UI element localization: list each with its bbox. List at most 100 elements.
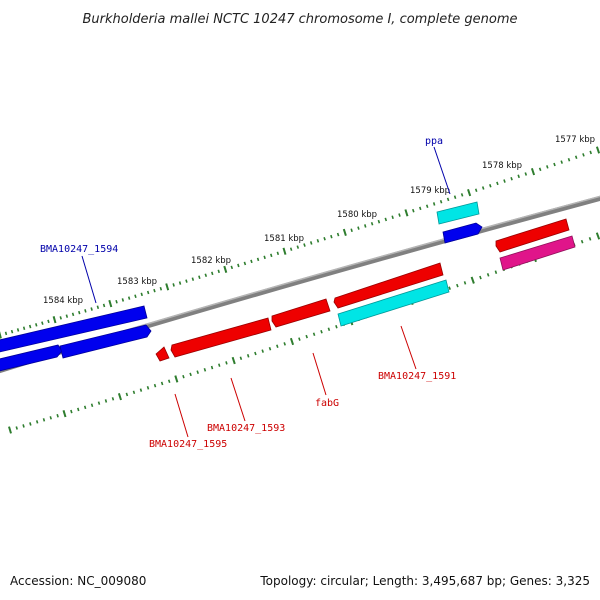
outer-ring-minor-tick	[425, 204, 429, 208]
fabg-gene-feature[interactable]	[271, 298, 331, 328]
outer-ring-minor-tick	[453, 195, 457, 199]
bma10247-1591-gene-feature[interactable]	[333, 262, 444, 309]
inner-ring-minor-tick	[580, 239, 584, 244]
inner-ring-major-tick	[62, 410, 67, 418]
inner-ring-minor-tick	[49, 416, 52, 420]
outer-ring-minor-tick	[185, 279, 188, 283]
outer-ring-minor-tick	[582, 153, 585, 157]
outer-ring-minor-tick	[84, 309, 87, 313]
inner-ring-minor-tick	[448, 286, 451, 290]
inner-ring-minor-tick	[104, 399, 108, 403]
bma10247-1594-label: BMA10247_1594	[40, 244, 118, 255]
inner-ring-minor-tick	[56, 413, 59, 418]
outer-ring-minor-tick	[517, 174, 520, 179]
inner-ring-minor-tick	[261, 349, 264, 353]
outer-ring-minor-tick	[303, 243, 306, 247]
rrna-like-feature[interactable]	[337, 279, 450, 327]
inner-ring-minor-tick	[268, 346, 272, 351]
outer-ring-minor-tick	[398, 213, 401, 217]
inner-ring-major-tick	[289, 337, 295, 346]
outer-ring-minor-tick	[377, 219, 381, 224]
outer-ring-minor-tick	[4, 331, 8, 336]
outer-ring-minor-tick	[481, 186, 485, 190]
outer-ring-minor-tick	[323, 236, 326, 241]
outer-ring-minor-tick	[263, 255, 266, 260]
forward-cds-feature-lower-left[interactable]	[0, 344, 63, 372]
outer-ring-minor-tick	[546, 165, 549, 169]
outer-ring-minor-tick	[419, 206, 422, 211]
inner-ring-minor-tick	[42, 418, 46, 422]
tick-label-1578: 1578 kbp	[482, 161, 522, 171]
bma10247-1595-connector	[174, 393, 189, 438]
genome-summary-text: Topology: circular; Length: 3,495,687 bp…	[260, 574, 590, 588]
forward-strand-features	[0, 201, 576, 372]
outer-ring-minor-tick	[127, 296, 131, 300]
outer-ring-major-tick	[342, 228, 347, 237]
inner-ring-minor-tick	[167, 379, 171, 383]
inner-ring-minor-tick	[218, 363, 221, 367]
outer-ring-major-tick	[0, 331, 2, 339]
inner-ring-minor-tick	[77, 407, 80, 412]
tick-label-1582: 1582 kbp	[191, 256, 231, 266]
outer-ring-minor-tick	[391, 215, 394, 220]
outer-ring-minor-tick	[289, 247, 293, 251]
outer-ring-minor-tick	[460, 193, 464, 197]
tick-label-1579: 1579 kbp	[410, 186, 450, 196]
outer-ring-minor-tick	[115, 299, 118, 304]
outer-ring-minor-tick	[330, 234, 333, 239]
bma10247-1595-label: BMA10247_1595	[149, 439, 227, 450]
inner-ring-minor-tick	[97, 401, 101, 405]
outer-ring-minor-tick	[574, 155, 578, 160]
outer-ring-minor-tick	[140, 292, 143, 297]
outer-ring-minor-tick	[35, 323, 38, 327]
inner-ring-minor-tick	[225, 361, 228, 365]
inner-ring-minor-tick	[132, 390, 136, 395]
fabg-connector	[312, 352, 327, 396]
inner-ring-minor-tick	[494, 270, 498, 274]
outer-ring-minor-tick	[204, 273, 208, 278]
inner-ring-minor-tick	[479, 275, 482, 280]
outer-ring-minor-tick	[553, 162, 556, 167]
outer-ring-major-tick	[223, 265, 228, 273]
forward-cds-feature-lower[interactable]	[59, 324, 152, 359]
outer-ring-minor-tick	[496, 181, 499, 186]
map-title: Burkholderia mallei NCTC 10247 chromosom…	[82, 12, 517, 27]
bma10247-1591-label: BMA10247_1591	[378, 371, 456, 382]
fabg-label: fabG	[315, 398, 339, 409]
outer-ring-major-tick	[282, 247, 287, 255]
outer-ring-minor-tick	[250, 259, 253, 264]
inner-ring-minor-tick	[189, 372, 192, 377]
outer-ring-minor-tick	[134, 294, 137, 299]
bma10247-1593-gene-feature[interactable]	[170, 317, 272, 358]
outer-ring-minor-tick	[78, 310, 81, 315]
outer-ring-minor-tick	[96, 305, 100, 310]
outer-ring-minor-tick	[28, 324, 32, 329]
outer-ring-minor-tick	[159, 286, 163, 291]
outer-ring-minor-tick	[71, 312, 75, 317]
ppa-gene-feature[interactable]	[436, 201, 480, 225]
inner-ring-minor-tick	[90, 403, 94, 408]
outer-ring-minor-tick	[309, 241, 313, 245]
inner-ring-minor-tick	[276, 344, 279, 349]
magenta-feature[interactable]	[499, 235, 576, 271]
outer-ring-minor-tick	[350, 228, 353, 233]
inner-ring-minor-tick	[83, 405, 87, 410]
outer-ring-major-tick	[530, 167, 536, 176]
bma10247-1594-connector	[81, 255, 97, 304]
outer-ring-minor-tick	[172, 283, 175, 287]
inner-ring-minor-tick	[305, 334, 308, 339]
inner-ring-minor-tick	[210, 365, 214, 370]
inner-ring-minor-tick	[312, 332, 316, 336]
tick-label-1580: 1580 kbp	[337, 210, 377, 220]
inner-ring-minor-tick	[35, 420, 39, 424]
inner-ring-minor-tick	[139, 388, 143, 392]
inner-ring-minor-tick	[70, 409, 73, 414]
bma10247-1594-gene-feature[interactable]	[0, 305, 148, 353]
forward-cds-feature[interactable]	[442, 222, 483, 244]
outer-ring-minor-tick	[217, 269, 220, 274]
inner-ring-minor-tick	[125, 392, 129, 397]
reverse-cds-feature[interactable]	[495, 218, 570, 253]
bma10247-1595-gene-feature[interactable]	[155, 346, 170, 362]
outer-ring-minor-tick	[90, 307, 93, 311]
